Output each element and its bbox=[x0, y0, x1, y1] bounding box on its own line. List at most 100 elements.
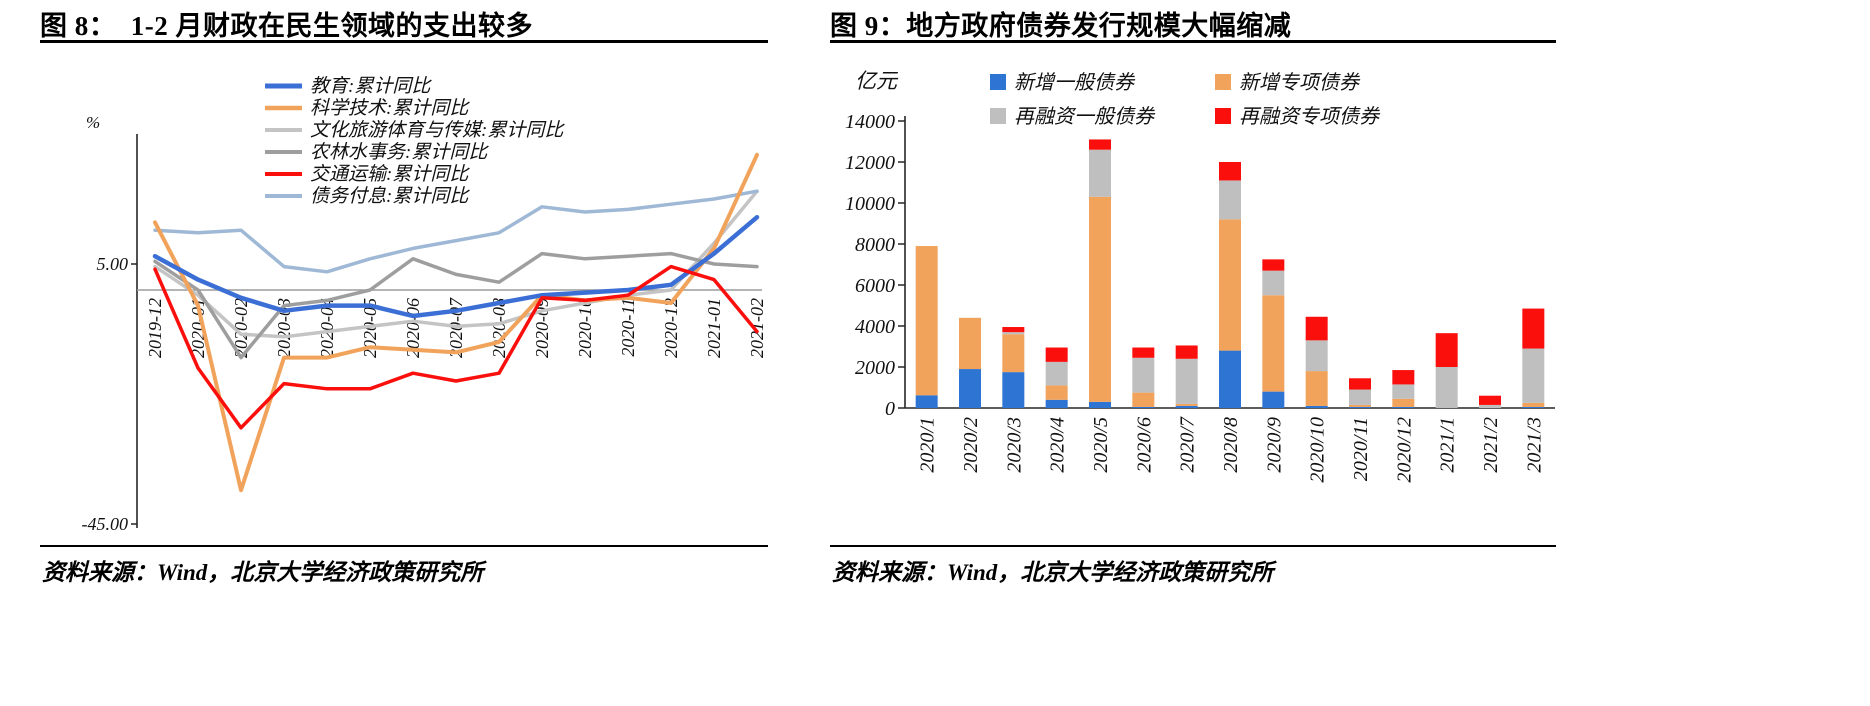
figure8-source: 资料来源：Wind，北京大学经济政策研究所 bbox=[42, 560, 484, 585]
bar-segment-series-1 bbox=[959, 317, 981, 370]
x-tick-label: 2020/4 bbox=[1047, 417, 1069, 473]
legend-label: 债务付息:累计同比 bbox=[310, 185, 470, 207]
x-tick-label: 2020/11 bbox=[1350, 417, 1372, 481]
bar-segment-series-2 bbox=[1089, 149, 1111, 197]
bar-segment-series-2 bbox=[1002, 332, 1025, 335]
line-series-5 bbox=[153, 189, 759, 274]
x-tick-label: 2020/10 bbox=[1307, 417, 1329, 483]
x-tick-label: 2020/3 bbox=[1003, 417, 1025, 473]
bar-segment-series-1 bbox=[915, 246, 938, 396]
figure9-title: 图 9：地方政府债券发行规模大幅缩减 bbox=[830, 11, 1292, 41]
bar-segment-series-3 bbox=[1479, 395, 1501, 405]
legend-label: 文化旅游体育与传媒:累计同比 bbox=[310, 119, 565, 141]
figure9-source-rule bbox=[830, 545, 1556, 547]
bar-segment-series-0 bbox=[1089, 401, 1111, 408]
figure9-title-rule bbox=[830, 40, 1556, 43]
y-tick-label: 6000 bbox=[855, 275, 895, 297]
x-tick-label: 2021/3 bbox=[1523, 417, 1545, 473]
bar-segment-series-0 bbox=[1132, 406, 1155, 408]
x-tick-label: 2020/2 bbox=[960, 417, 982, 473]
bar-segment-series-3 bbox=[1305, 316, 1328, 341]
figure8-title-rule bbox=[40, 40, 768, 43]
bar-segment-series-2 bbox=[1045, 361, 1068, 386]
legend-label: 科学技术:累计同比 bbox=[310, 97, 470, 119]
figure8-title: 图 8： 1-2 月财政在民生领域的支出较多 bbox=[40, 11, 533, 41]
figure9-source: 资料来源：Wind，北京大学经济政策研究所 bbox=[832, 560, 1274, 585]
bar-segment-series-3 bbox=[1435, 333, 1458, 367]
y-tick-label: 5.00 bbox=[97, 254, 129, 274]
x-tick-label: 2021/1 bbox=[1437, 417, 1459, 473]
line-series-1 bbox=[153, 152, 759, 493]
x-tick-label: 2020/7 bbox=[1177, 416, 1199, 473]
bar-segment-series-2 bbox=[1392, 384, 1415, 399]
x-tick-label: 2020/12 bbox=[1393, 417, 1415, 483]
bar-segment-series-1 bbox=[1132, 392, 1155, 407]
legend-label: 新增专项债券 bbox=[1239, 72, 1361, 94]
legend-label: 交通运输:累计同比 bbox=[310, 163, 470, 185]
y-tick-label: 2000 bbox=[855, 357, 895, 379]
line-series-3 bbox=[153, 251, 759, 360]
x-tick-label: 2020-08 bbox=[489, 298, 509, 358]
bar-segment-series-2 bbox=[1349, 389, 1371, 405]
bar-segment-series-0 bbox=[959, 369, 981, 408]
y-tick-label: 14000 bbox=[845, 111, 895, 133]
y-tick-label: 8000 bbox=[855, 234, 895, 256]
x-tick-label: 2020-02 bbox=[231, 298, 251, 358]
bar-segment-series-2 bbox=[1522, 348, 1545, 403]
bar-segment-series-0 bbox=[915, 395, 938, 408]
bar-segment-series-1 bbox=[1392, 398, 1415, 407]
x-tick-label: 2021/2 bbox=[1480, 417, 1502, 473]
bar-segment-series-3 bbox=[1132, 347, 1155, 358]
y-tick-label: 4000 bbox=[855, 316, 895, 338]
bar-segment-series-2 bbox=[1175, 358, 1198, 404]
bar-segment-series-2 bbox=[1219, 180, 1241, 220]
bar-segment-series-3 bbox=[1262, 259, 1285, 271]
legend-swatch bbox=[1215, 74, 1231, 90]
bar-segment-series-1 bbox=[1089, 196, 1111, 402]
x-tick-label: 2020/6 bbox=[1133, 417, 1155, 473]
y-tick-label: -45.00 bbox=[82, 514, 129, 534]
bar-segment-series-2 bbox=[1305, 340, 1328, 372]
bar-segment-series-1 bbox=[1522, 402, 1545, 407]
legend-label: 教育:累计同比 bbox=[310, 75, 432, 97]
bar-segment-series-3 bbox=[1219, 162, 1241, 181]
bar-segment-series-2 bbox=[1262, 270, 1285, 296]
bar-segment-series-0 bbox=[1045, 399, 1068, 408]
bar-segment-series-0 bbox=[1175, 405, 1198, 408]
x-tick-label: 2019-12 bbox=[145, 298, 165, 358]
x-tick-label: 2020-12 bbox=[661, 298, 681, 358]
bar-segment-series-3 bbox=[1349, 378, 1371, 390]
bar-segment-series-1 bbox=[1045, 385, 1068, 400]
y-tick-label: 10000 bbox=[845, 193, 895, 215]
bar-segment-series-3 bbox=[1175, 345, 1198, 359]
bar-segment-series-0 bbox=[1002, 372, 1025, 408]
y-tick-label: 12000 bbox=[845, 152, 895, 174]
bar-segment-series-2 bbox=[1132, 357, 1155, 393]
bar-segment-series-3 bbox=[1089, 139, 1111, 150]
bar-segment-series-1 bbox=[1175, 403, 1198, 406]
bar-segment-series-0 bbox=[1349, 406, 1371, 408]
bar-segment-series-3 bbox=[1045, 347, 1068, 362]
x-tick-label: 2020/1 bbox=[917, 417, 939, 473]
x-tick-label: 2020-01 bbox=[188, 298, 208, 358]
bar-segment-series-1 bbox=[1002, 334, 1025, 373]
x-tick-label: 2020-04 bbox=[317, 298, 337, 358]
y-axis-unit-label: 亿元 bbox=[855, 69, 899, 93]
figure9-bar-chart: 亿元 0 2000 4000 6000 8000 10000 12000 14000 2020/1… bbox=[845, 69, 1555, 483]
bar-segment-series-0 bbox=[1262, 391, 1285, 408]
x-tick-label: 2020-11 bbox=[618, 298, 638, 357]
y-tick-label: 0 bbox=[885, 398, 895, 420]
legend-label: 农林水事务:累计同比 bbox=[310, 142, 489, 163]
figure8-source-rule bbox=[40, 545, 768, 547]
bar-segment-series-0 bbox=[1305, 405, 1328, 408]
x-tick-label: 2021-01 bbox=[704, 298, 724, 358]
bar-segment-series-0 bbox=[1522, 406, 1545, 408]
x-tick-label: 2020/8 bbox=[1220, 417, 1242, 473]
x-tick-label: 2020-10 bbox=[575, 298, 595, 358]
bar-segment-series-2 bbox=[1435, 367, 1458, 408]
legend-swatch bbox=[990, 108, 1006, 124]
legend-swatch bbox=[1215, 108, 1231, 124]
legend-label: 再融资专项债券 bbox=[1239, 106, 1381, 128]
